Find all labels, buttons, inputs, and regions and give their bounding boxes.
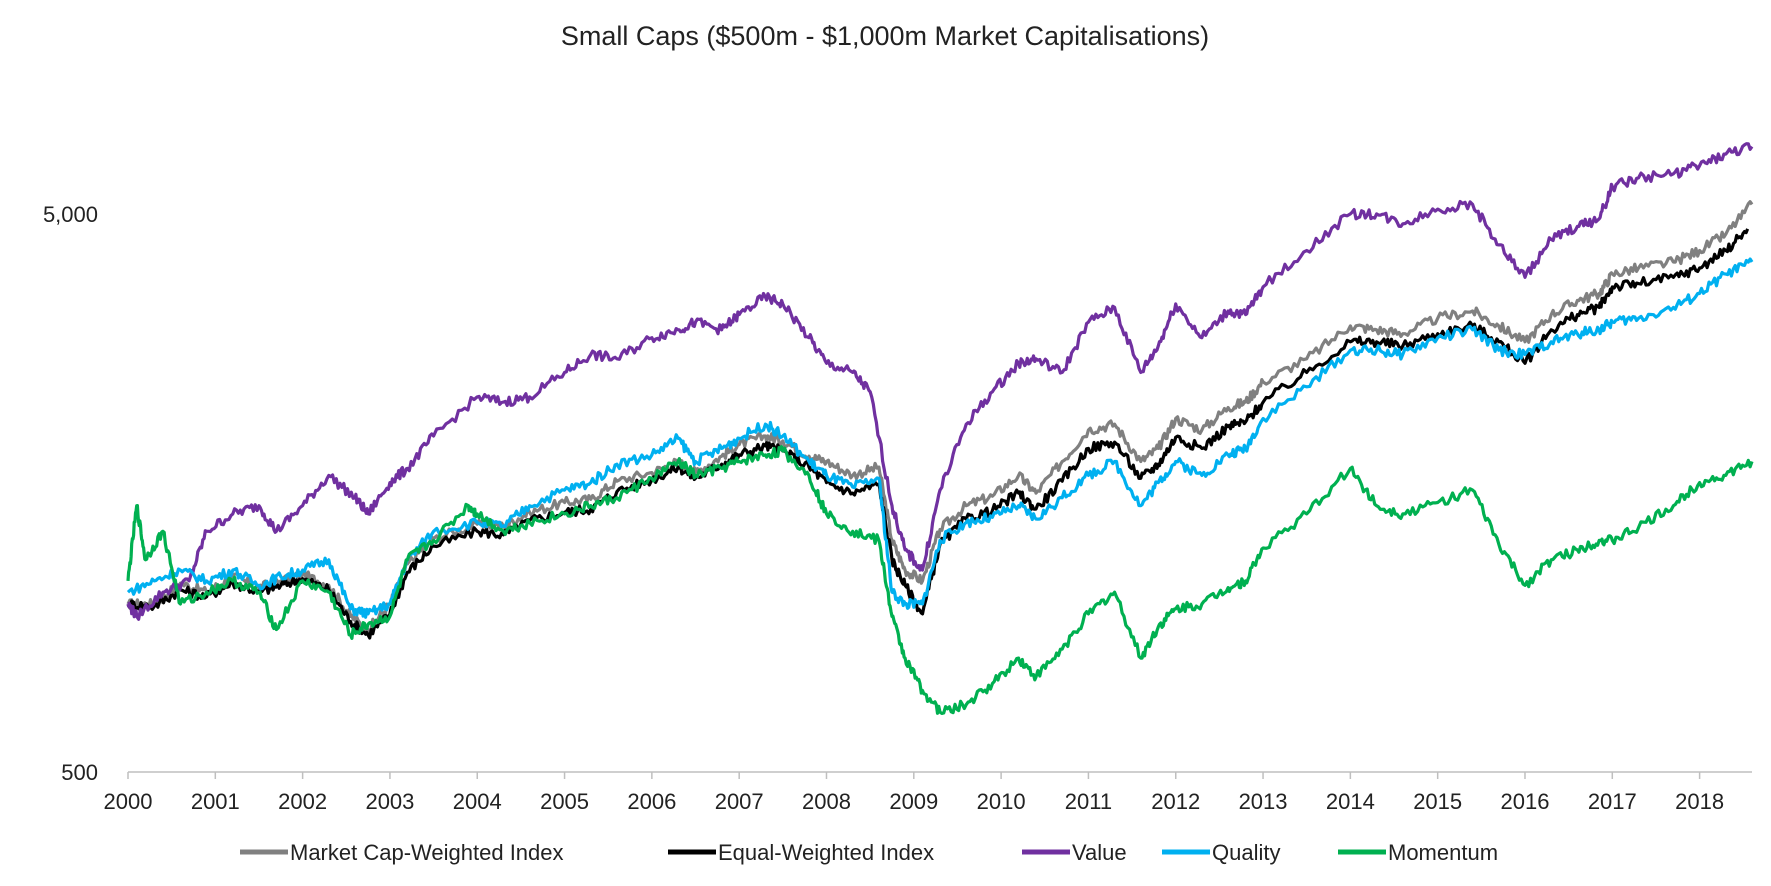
- x-tick-label: 2015: [1413, 789, 1462, 814]
- x-tick-label: 2009: [889, 789, 938, 814]
- x-tick-label: 2002: [278, 789, 327, 814]
- y-tick-label: 5,000: [43, 202, 98, 227]
- series-line-momentum: [126, 445, 1754, 715]
- legend-label-quality: Quality: [1212, 840, 1280, 865]
- x-tick-label: 2016: [1501, 789, 1550, 814]
- legend-label-momentum: Momentum: [1388, 840, 1498, 865]
- chart-title: Small Caps ($500m - $1,000m Market Capit…: [561, 21, 1209, 51]
- x-tick-label: 2003: [365, 789, 414, 814]
- series-line-value: [126, 142, 1754, 621]
- y-tick-label: 500: [61, 760, 98, 785]
- series-line-equal-weighted-index: [126, 228, 1750, 640]
- x-tick-label: 2017: [1588, 789, 1637, 814]
- x-tick-label: 2005: [540, 789, 589, 814]
- x-tick-label: 2013: [1239, 789, 1288, 814]
- series-line-quality: [126, 257, 1754, 619]
- legend-label-equal-weighted-index: Equal-Weighted Index: [718, 840, 934, 865]
- x-tick-label: 2007: [715, 789, 764, 814]
- x-tick-label: 2014: [1326, 789, 1375, 814]
- x-tick-label: 2012: [1151, 789, 1200, 814]
- x-tick-label: 2001: [191, 789, 240, 814]
- x-tick-label: 2010: [977, 789, 1026, 814]
- x-axis: 2000 2001 2002 2003 2004 2005 2006 2007 2008 2009…: [104, 771, 1752, 814]
- x-tick-label: 2011: [1065, 789, 1112, 814]
- legend-label-market-cap-weighted-index: Market Cap-Weighted Index: [290, 840, 564, 865]
- legend-label-value: Value: [1072, 840, 1127, 865]
- x-tick-label: 2018: [1675, 789, 1724, 814]
- x-tick-label: 2008: [802, 789, 851, 814]
- x-tick-label: 2004: [453, 789, 502, 814]
- x-tick-label: 2000: [104, 789, 153, 814]
- x-tick-label: 2006: [627, 789, 676, 814]
- y-axis-ticks: 500 5,000: [43, 202, 98, 785]
- series-line-market-cap-weighted-index: [126, 200, 1754, 635]
- legend: Market Cap-Weighted Index Equal-Weighted …: [240, 840, 1498, 865]
- series-layer: [126, 142, 1754, 715]
